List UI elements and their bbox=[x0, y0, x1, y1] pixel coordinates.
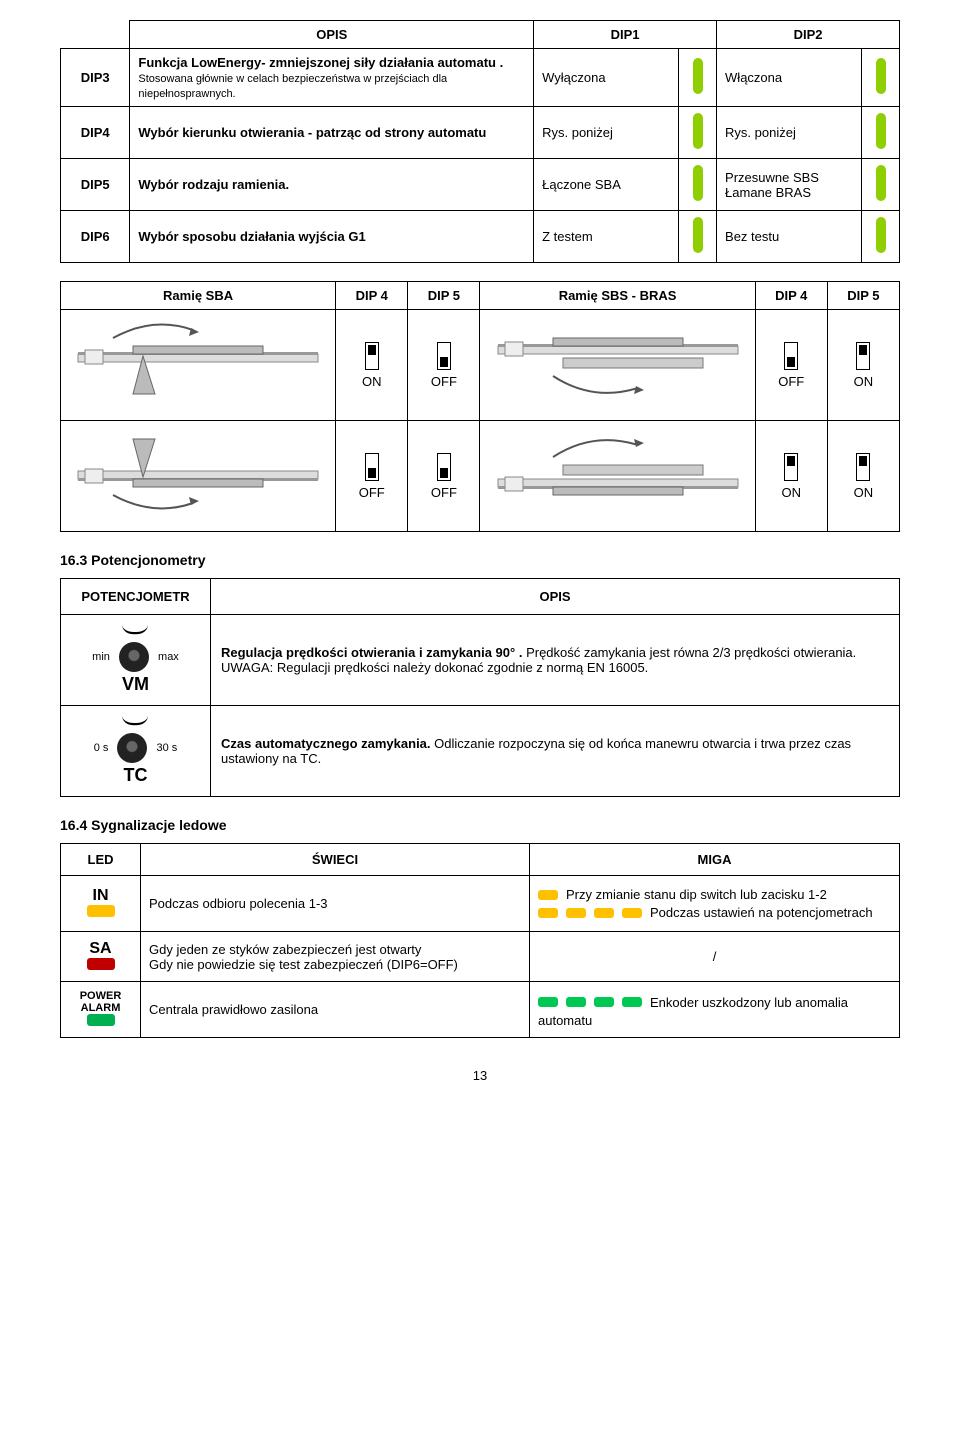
dip-id: DIP6 bbox=[61, 211, 130, 263]
dip1-state: Wyłączona bbox=[534, 49, 679, 107]
arm-switch-table: Ramię SBA DIP 4 DIP 5 Ramię SBS - BRAS D… bbox=[60, 281, 900, 532]
dip5b-cell: ON bbox=[827, 421, 899, 532]
dip-switch-icon: OFF bbox=[764, 342, 819, 389]
dip4b-cell: OFF bbox=[755, 310, 827, 421]
led-icon: IN bbox=[61, 876, 141, 932]
led-swieci: Centrala prawidłowo zasilona bbox=[141, 982, 530, 1038]
hdr-dip2: DIP2 bbox=[717, 21, 900, 49]
arm-sba-cell bbox=[61, 310, 336, 421]
led-hdr-led: LED bbox=[61, 844, 141, 876]
pot-desc: Regulacja prędkości otwierania i zamykan… bbox=[211, 615, 900, 706]
dip2-state: Rys. poniżej bbox=[717, 107, 862, 159]
dip-switch-icon: ON bbox=[764, 453, 819, 500]
led-swieci: Podczas odbioru polecenia 1-3 bbox=[141, 876, 530, 932]
dip1-state: Z testem bbox=[534, 211, 679, 263]
hdr-dip5a: DIP 5 bbox=[408, 282, 480, 310]
dip2-state: Bez testu bbox=[717, 211, 862, 263]
page-number: 13 bbox=[60, 1068, 900, 1083]
arm-sba-cell bbox=[61, 421, 336, 532]
dip1-state: Rys. poniżej bbox=[534, 107, 679, 159]
dip-switch-icon: OFF bbox=[416, 342, 471, 389]
arm-sbs-cell bbox=[480, 310, 755, 421]
hdr-dip5b: DIP 5 bbox=[827, 282, 899, 310]
dip1-state: Łączone SBA bbox=[534, 159, 679, 211]
dip1-indicator bbox=[679, 159, 717, 211]
led-miga: Enkoder uszkodzony lub anomalia automatu bbox=[530, 982, 900, 1038]
dip-switch-icon: ON bbox=[344, 342, 399, 389]
dip2-indicator bbox=[862, 211, 900, 263]
dip1-indicator bbox=[679, 49, 717, 107]
dip2-indicator bbox=[862, 107, 900, 159]
led-swieci: Gdy jeden ze styków zabezpieczeń jest ot… bbox=[141, 932, 530, 982]
led-miga: Przy zmianie stanu dip switch lub zacisk… bbox=[530, 876, 900, 932]
dip-id: DIP3 bbox=[61, 49, 130, 107]
dip2-state: Włączona bbox=[717, 49, 862, 107]
hdr-opis: OPIS bbox=[130, 21, 534, 49]
dip-id: DIP5 bbox=[61, 159, 130, 211]
dip5-cell: OFF bbox=[408, 310, 480, 421]
dip4b-cell: ON bbox=[755, 421, 827, 532]
led-hdr-swieci: ŚWIECI bbox=[141, 844, 530, 876]
hdr-sbs: Ramię SBS - BRAS bbox=[480, 282, 755, 310]
dip1-indicator bbox=[679, 211, 717, 263]
potentiometer-table: POTENCJOMETR OPIS min max VM Regulacja p… bbox=[60, 578, 900, 797]
dip-desc: Wybór kierunku otwierania - patrząc od s… bbox=[130, 107, 534, 159]
led-icon: POWER ALARM bbox=[61, 982, 141, 1038]
dip-id: DIP4 bbox=[61, 107, 130, 159]
dip1-indicator bbox=[679, 107, 717, 159]
dip2-state: Przesuwne SBS Łamane BRAS bbox=[717, 159, 862, 211]
led-icon: SA bbox=[61, 932, 141, 982]
dip-switch-icon: OFF bbox=[416, 453, 471, 500]
dip-desc: Wybór sposobu działania wyjścia G1 bbox=[130, 211, 534, 263]
dip5-cell: OFF bbox=[408, 421, 480, 532]
dip-switch-icon: OFF bbox=[344, 453, 399, 500]
hdr-dip4b: DIP 4 bbox=[755, 282, 827, 310]
dip5b-cell: ON bbox=[827, 310, 899, 421]
led-hdr-miga: MIGA bbox=[530, 844, 900, 876]
dip-desc: Wybór rodzaju ramienia. bbox=[130, 159, 534, 211]
dip-switch-icon: ON bbox=[836, 342, 891, 389]
dip-switch-icon: ON bbox=[836, 453, 891, 500]
section-led-title: 16.4 Sygnalizacje ledowe bbox=[60, 817, 900, 833]
arm-sba-diagram bbox=[73, 316, 323, 411]
hdr-dip4a: DIP 4 bbox=[336, 282, 408, 310]
pot-icon-cell: min max VM bbox=[61, 615, 211, 706]
hdr-sba: Ramię SBA bbox=[61, 282, 336, 310]
dip2-indicator bbox=[862, 49, 900, 107]
pot-desc: Czas automatycznego zamykania. Odliczani… bbox=[211, 706, 900, 797]
dip4-cell: ON bbox=[336, 310, 408, 421]
led-miga: / bbox=[530, 932, 900, 982]
dip2-indicator bbox=[862, 159, 900, 211]
pot-hdr-right: OPIS bbox=[211, 579, 900, 615]
led-table: LED ŚWIECI MIGA IN Podczas odbioru polec… bbox=[60, 843, 900, 1038]
pot-hdr-left: POTENCJOMETR bbox=[61, 579, 211, 615]
dip-config-table: OPIS DIP1 DIP2 DIP3 Funkcja LowEnergy- z… bbox=[60, 20, 900, 263]
arm-sbs-diagram bbox=[493, 427, 743, 522]
hdr-dip1: DIP1 bbox=[534, 21, 717, 49]
dip4-cell: OFF bbox=[336, 421, 408, 532]
section-pot-title: 16.3 Potencjonometry bbox=[60, 552, 900, 568]
arm-sbs-cell bbox=[480, 421, 755, 532]
pot-icon-cell: 0 s 30 s TC bbox=[61, 706, 211, 797]
arm-sba-diagram bbox=[73, 427, 323, 522]
arm-sbs-diagram bbox=[493, 316, 743, 411]
dip-desc: Funkcja LowEnergy- zmniejszonej siły dzi… bbox=[130, 49, 534, 107]
